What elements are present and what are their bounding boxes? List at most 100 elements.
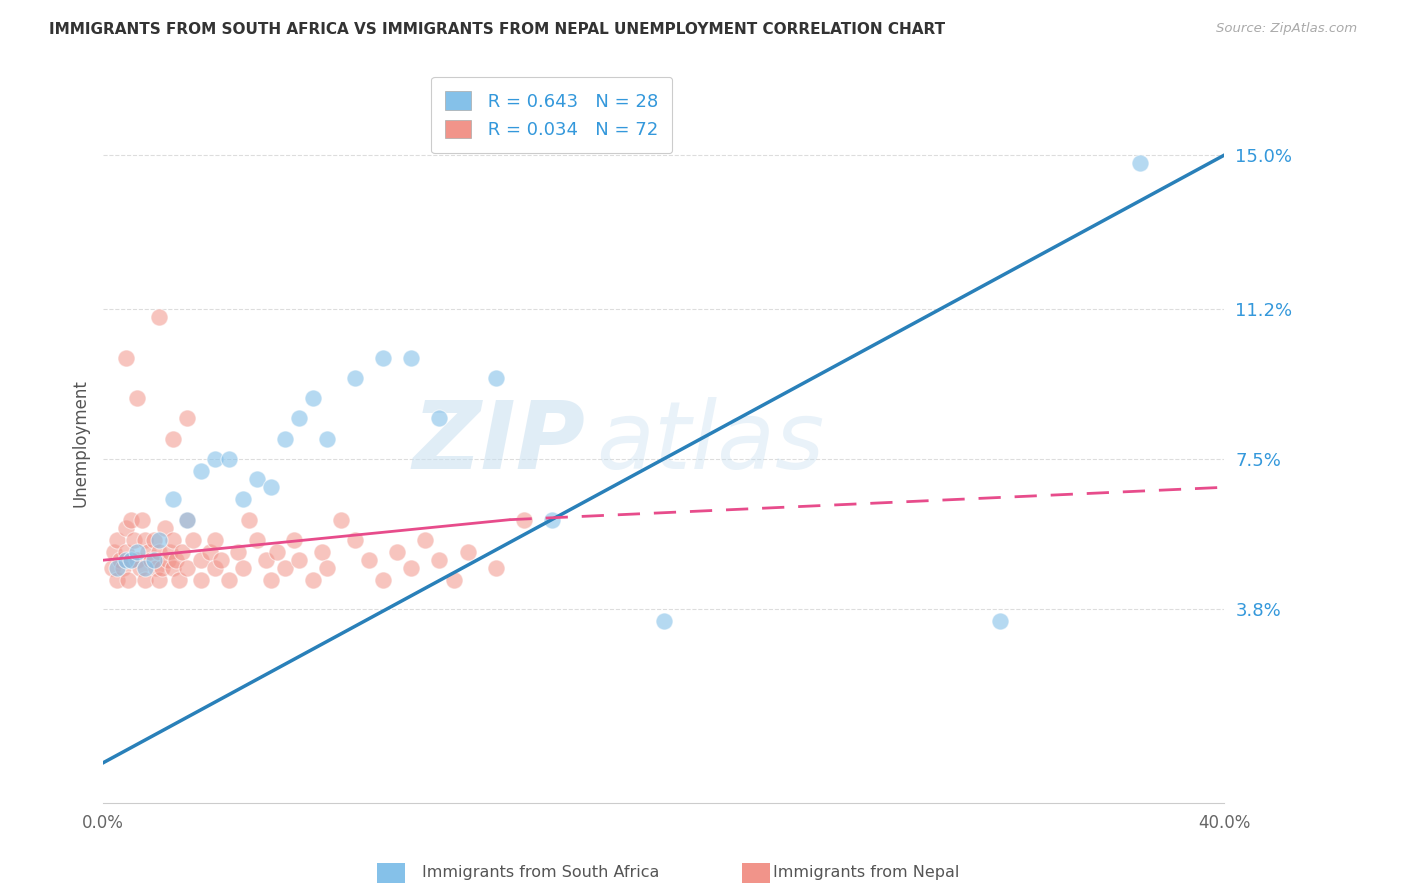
Point (125, 545, 148, 559)
Point (415, 533, 437, 547)
Point (162, 432, 184, 446)
Point (1129, 156, 1152, 170)
Point (125, 391, 148, 405)
Point (330, 513, 353, 527)
Point (176, 561, 198, 575)
Point (302, 574, 325, 588)
Point (457, 545, 479, 559)
Point (204, 451, 226, 466)
Point (114, 545, 136, 559)
Point (114, 521, 136, 535)
Point (988, 614, 1011, 628)
Point (120, 553, 142, 567)
Point (145, 561, 167, 575)
Point (274, 561, 297, 575)
Point (260, 480, 283, 494)
Point (148, 574, 170, 588)
Point (134, 574, 156, 588)
Point (120, 553, 142, 567)
Point (134, 533, 156, 547)
Point (108, 553, 131, 567)
Point (136, 545, 159, 559)
Point (316, 432, 339, 446)
Point (162, 492, 184, 507)
Point (260, 574, 283, 588)
Point (131, 513, 153, 527)
Point (148, 545, 170, 559)
Point (484, 371, 506, 385)
Point (232, 561, 254, 575)
Point (142, 533, 165, 547)
Text: Immigrants from South Africa: Immigrants from South Africa (422, 865, 659, 880)
Point (443, 574, 465, 588)
Point (122, 533, 145, 547)
Text: ZIP: ZIP (412, 397, 585, 489)
Point (176, 513, 198, 527)
Point (125, 553, 148, 567)
Point (165, 553, 187, 567)
Text: IMMIGRANTS FROM SOUTH AFRICA VS IMMIGRANTS FROM NEPAL UNEMPLOYMENT CORRELATION C: IMMIGRANTS FROM SOUTH AFRICA VS IMMIGRAN… (49, 22, 945, 37)
Point (103, 545, 125, 559)
Text: atlas: atlas (596, 397, 825, 488)
Point (190, 553, 212, 567)
Point (344, 533, 367, 547)
Text: Source: ZipAtlas.com: Source: ZipAtlas.com (1216, 22, 1357, 36)
Point (148, 310, 170, 325)
Point (316, 561, 339, 575)
Point (266, 545, 288, 559)
Point (117, 574, 139, 588)
Point (254, 553, 277, 567)
Point (190, 574, 212, 588)
Point (484, 561, 506, 575)
Point (246, 472, 269, 486)
Point (274, 432, 297, 446)
Point (153, 521, 176, 535)
Point (105, 561, 128, 575)
Point (111, 561, 134, 575)
Point (218, 451, 240, 466)
Point (198, 545, 221, 559)
Point (176, 513, 198, 527)
Point (401, 561, 423, 575)
Point (190, 464, 212, 478)
Point (238, 513, 260, 527)
Point (226, 545, 249, 559)
Point (159, 545, 181, 559)
Point (429, 411, 451, 425)
Point (283, 533, 305, 547)
Point (105, 574, 128, 588)
Point (540, 513, 562, 527)
Point (181, 533, 204, 547)
Point (373, 351, 395, 365)
Point (105, 533, 128, 547)
Y-axis label: Unemployment: Unemployment (72, 379, 89, 507)
Point (134, 561, 156, 575)
Point (204, 561, 226, 575)
Point (401, 351, 423, 365)
Point (167, 574, 190, 588)
Point (170, 545, 193, 559)
Point (139, 553, 162, 567)
Point (218, 574, 240, 588)
Point (176, 411, 198, 425)
Point (142, 553, 165, 567)
Point (302, 391, 325, 405)
Point (162, 533, 184, 547)
Point (114, 351, 136, 365)
Point (246, 533, 269, 547)
Point (652, 614, 675, 628)
Point (288, 411, 311, 425)
Point (156, 553, 179, 567)
Text: Immigrants from Nepal: Immigrants from Nepal (773, 865, 960, 880)
Point (512, 513, 534, 527)
Point (162, 561, 184, 575)
Legend:  R = 0.643   N = 28,  R = 0.034   N = 72: R = 0.643 N = 28, R = 0.034 N = 72 (432, 77, 672, 153)
Point (209, 553, 232, 567)
Point (128, 561, 150, 575)
Point (387, 545, 409, 559)
Point (429, 553, 451, 567)
Point (150, 561, 173, 575)
Point (232, 492, 254, 507)
Point (311, 545, 333, 559)
Point (100, 561, 122, 575)
